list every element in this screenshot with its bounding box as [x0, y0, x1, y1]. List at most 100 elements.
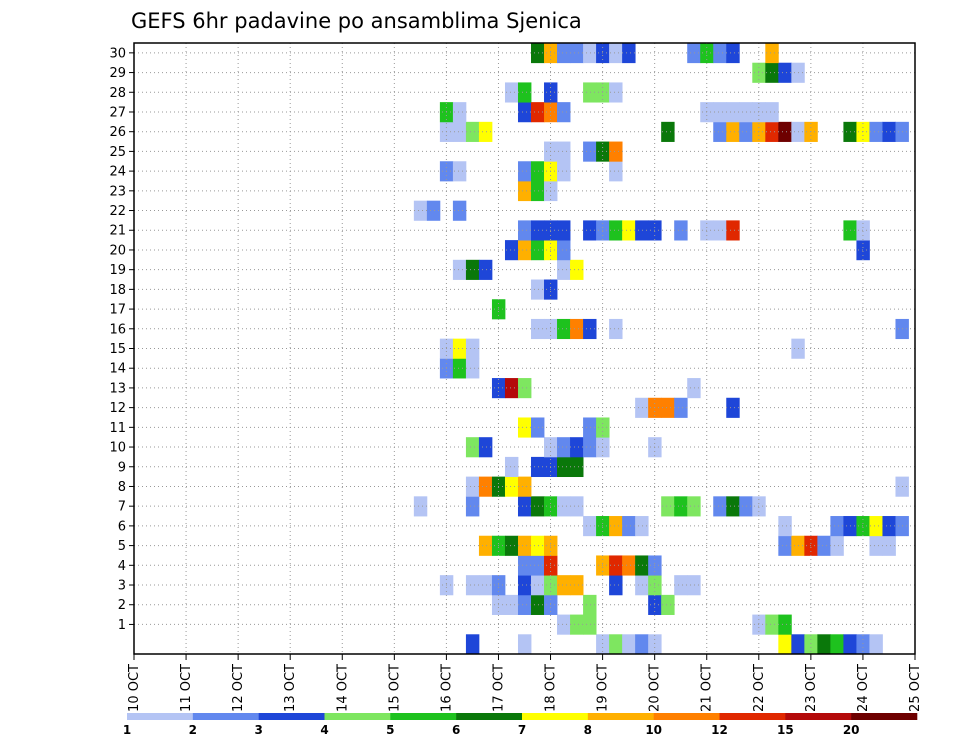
x-tick-label: 22 OCT [752, 664, 767, 712]
heatmap-cell [622, 516, 636, 537]
heatmap-cell [882, 516, 896, 537]
heatmap-cell [622, 555, 636, 576]
heatmap-cell [517, 634, 532, 655]
heatmap-cell [817, 634, 831, 655]
heatmap-cell [856, 240, 870, 261]
colorbar: 1 2 3 4 5 6 7 8 10 12 15 20 [123, 713, 918, 737]
heatmap-cell [609, 82, 623, 103]
heatmap-cell [739, 121, 753, 142]
x-tick-label: 21 OCT [700, 664, 715, 712]
y-tick-label: 10 [109, 441, 126, 456]
heatmap-cell [531, 535, 545, 556]
heatmap-cell [661, 397, 675, 418]
heatmap-cell [583, 516, 597, 537]
heatmap-cell [791, 634, 805, 655]
x-tick-label: 10 OCT [127, 664, 142, 712]
heatmap-cell [778, 516, 792, 537]
heatmap-cell [531, 575, 545, 596]
heatmap-cell [465, 358, 480, 379]
x-tick-label: 16 OCT [439, 664, 454, 712]
colorbar-swatch [390, 713, 457, 720]
heatmap-cell [413, 200, 428, 221]
colorbar-label: 7 [518, 723, 526, 737]
y-tick-label: 17 [109, 303, 126, 318]
heatmap-cell [726, 220, 740, 241]
y-tick-label: 2 [118, 598, 126, 613]
heatmap-cell [609, 634, 623, 655]
colorbar-swatch [258, 713, 325, 720]
heatmap-cell [478, 476, 493, 497]
heatmap-cell [661, 496, 675, 517]
heatmap-cell [583, 220, 597, 241]
heatmap-cell [517, 496, 532, 517]
heatmap-cell [726, 121, 740, 142]
heatmap-cell [830, 516, 844, 537]
heatmap-cell [713, 121, 727, 142]
heatmap-cell [583, 594, 597, 615]
y-tick-label: 7 [118, 500, 126, 515]
heatmap-cell [635, 220, 649, 241]
heatmap-cell [570, 259, 584, 280]
y-tick-label: 16 [109, 322, 126, 337]
heatmap-cell [570, 43, 584, 64]
heatmap-cell [778, 614, 792, 635]
x-tick-label: 12 OCT [231, 664, 246, 712]
heatmap-cell [804, 535, 818, 556]
y-tick-label: 26 [109, 125, 126, 140]
x-tick-label: 23 OCT [804, 664, 819, 712]
heatmap-cell [596, 634, 610, 655]
heatmap-cell [557, 496, 571, 517]
heatmap-cell [726, 496, 740, 517]
heatmap-cell [531, 240, 545, 261]
colorbar-swatch [719, 713, 786, 720]
y-tick-label: 23 [109, 184, 126, 199]
colorbar-swatch [851, 713, 918, 720]
heatmap-cell [531, 43, 545, 64]
heatmap-cell [570, 318, 584, 340]
heatmap-cell [426, 200, 441, 221]
heatmap-cell [452, 102, 467, 123]
heatmap-cell [739, 102, 753, 123]
heatmap-cell [557, 220, 571, 241]
y-tick-label: 18 [109, 283, 126, 298]
heatmap-cell [635, 397, 649, 418]
x-tick-label: 24 OCT [856, 664, 871, 712]
heatmap-cell [531, 180, 545, 202]
heatmap-cell [452, 161, 467, 182]
heatmap-cell [517, 594, 532, 615]
heatmap-cell [817, 535, 831, 556]
heatmap-cell [622, 43, 636, 64]
heatmap-cell [465, 338, 480, 359]
y-tick-label: 6 [118, 519, 126, 534]
heatmap-cell [609, 555, 623, 576]
heatmap-cell [452, 338, 467, 359]
heatmap-cell [583, 82, 597, 103]
heatmap-cell [504, 594, 519, 615]
chart-title: GEFS 6hr padavine po ansamblima Sjenica [131, 9, 582, 33]
heatmap-cell [609, 43, 623, 64]
x-tick-label: 11 OCT [179, 664, 194, 712]
heatmap-cell [465, 496, 480, 517]
heatmap-cell [622, 220, 636, 241]
heatmap-cell [570, 456, 584, 478]
y-tick-label: 19 [109, 263, 126, 278]
heatmap-cell [765, 62, 779, 83]
colorbar-swatch [785, 713, 852, 720]
y-tick-label: 12 [109, 401, 126, 416]
heatmap-cell [570, 496, 584, 517]
heatmap-cell [583, 417, 597, 438]
heatmap-cell [531, 220, 545, 241]
heatmap-cell [856, 220, 870, 241]
heatmap-cell [687, 496, 701, 517]
heatmap-cell [504, 456, 519, 478]
y-tick-label: 8 [118, 480, 126, 495]
heatmap-cell [517, 575, 532, 596]
heatmap-cell [531, 496, 545, 517]
heatmap-cell [557, 456, 571, 478]
x-tick-label: 19 OCT [596, 664, 611, 712]
heatmap-cell [609, 141, 623, 162]
heatmap-cell [413, 496, 428, 517]
heatmap-cell [869, 516, 883, 537]
heatmap-cell [557, 161, 571, 182]
heatmap-cell [478, 259, 493, 280]
